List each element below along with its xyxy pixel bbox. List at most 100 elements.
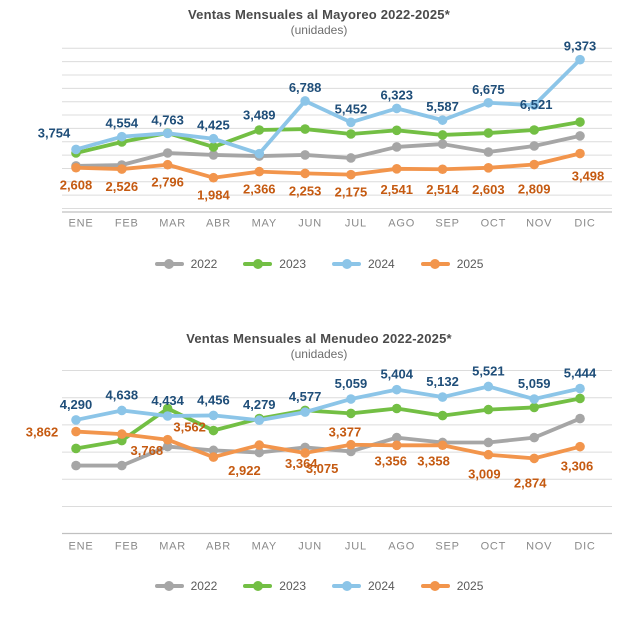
- x-tick-label: AGO: [388, 218, 415, 230]
- data-label-2025-DIC: 3,498: [572, 169, 605, 184]
- data-label-2024-JUL: 5,452: [335, 101, 368, 116]
- data-point-2025-SEP: [437, 164, 448, 175]
- legend-label: 2022: [190, 257, 218, 271]
- data-label-2025-JUN: 3,075: [306, 461, 339, 476]
- data-point-2022-OCT: [483, 437, 494, 448]
- chart2-title: Ventas Mensuales al Menudeo 2022-2025*: [186, 331, 452, 346]
- data-point-2025-ABR: [208, 452, 219, 462]
- data-point-2024-MAR: [162, 128, 173, 139]
- x-tick-label: OCT: [481, 541, 507, 553]
- data-point-2024-DIC: [575, 383, 585, 394]
- data-label-2025-NOV: 2,809: [518, 182, 551, 197]
- data-point-2025-AGO: [391, 440, 402, 451]
- data-point-2025-FEB: [117, 429, 127, 439]
- data-point-2024-FEB: [117, 131, 127, 142]
- legend-item-2023: 2023: [243, 579, 306, 593]
- data-point-2025-JUN: [300, 168, 310, 179]
- data-point-2023-AGO: [391, 125, 402, 136]
- data-label-2024-OCT: 6,675: [472, 82, 505, 97]
- x-tick-label: SEP: [435, 541, 459, 553]
- data-label-2025-ENE: 2,608: [60, 178, 93, 193]
- data-label-2025-JUN: 2,253: [289, 183, 322, 198]
- data-point-2025-FEB: [117, 164, 127, 174]
- series-line-2024: [74, 384, 582, 423]
- data-point-2024-MAR: [162, 411, 173, 421]
- data-label-2024-AGO: 5,404: [380, 367, 413, 382]
- chart1-subtitle: (unidades): [290, 23, 348, 37]
- x-tick-label: ENE: [68, 541, 93, 553]
- data-label-2024-JUL: 5,059: [335, 376, 368, 391]
- data-point-2025-JUL: [346, 439, 356, 450]
- data-point-2023-DIC: [575, 117, 585, 127]
- data-point-2022-ABR: [208, 150, 219, 160]
- data-point-2023-MAR: [162, 403, 173, 414]
- data-point-2022-AGO: [391, 432, 402, 443]
- x-tick-label: NOV: [526, 218, 552, 230]
- data-point-2022-ABR: [208, 445, 219, 456]
- data-point-2025-AGO: [391, 164, 402, 174]
- data-point-2025-ENE: [71, 426, 81, 437]
- data-label-2024-SEP: 5,587: [426, 99, 459, 114]
- data-point-2025-JUL: [346, 169, 356, 180]
- data-point-2022-MAR: [162, 148, 173, 158]
- data-point-2024-NOV: [529, 100, 539, 111]
- legend-label: 2024: [368, 579, 395, 593]
- data-point-2024-DIC: [575, 54, 585, 65]
- data-label-2024-MAR: 4,763: [151, 112, 184, 127]
- data-point-2025-MAR: [162, 159, 173, 170]
- x-tick-label: OCT: [481, 218, 507, 230]
- data-label-2025-JUL: 2,175: [335, 185, 368, 200]
- data-label-2025-FEB: 2,526: [106, 179, 139, 194]
- data-label-2024-ABR: 4,425: [197, 118, 230, 133]
- data-label-2025-NOV: 2,874: [514, 475, 547, 490]
- data-point-2022-DIC: [575, 131, 585, 141]
- data-point-2023-NOV: [529, 125, 539, 135]
- legend-marker-icon: [154, 259, 184, 269]
- legend-marker-icon: [420, 581, 450, 591]
- data-point-2022-SEP: [437, 139, 448, 149]
- legend-item-2024: 2024: [332, 257, 395, 271]
- data-label-2024-MAR: 4,434: [151, 393, 184, 408]
- data-label-2025-OCT: 3,009: [468, 467, 501, 482]
- legend-item-2024: 2024: [332, 579, 395, 593]
- data-point-2023-DIC: [575, 393, 585, 404]
- data-point-2025-NOV: [529, 453, 539, 464]
- data-label-2024-MAY: 3,489: [243, 108, 276, 123]
- data-point-2024-JUL: [346, 394, 356, 404]
- data-label-2024-JUN: 6,788: [289, 80, 322, 95]
- data-point-2025-ABR: [208, 172, 219, 183]
- data-point-2023-ABR: [208, 142, 219, 152]
- data-point-2023-AGO: [391, 403, 402, 414]
- data-point-2025-MAY: [254, 440, 265, 450]
- x-tick-label: FEB: [115, 541, 139, 553]
- legend-label: 2023: [279, 579, 306, 593]
- data-label-2025-SEP: 2,514: [426, 182, 459, 197]
- data-point-2025-OCT: [483, 163, 494, 173]
- data-point-2022-JUL: [346, 446, 356, 457]
- data-label-2024-DIC: 9,373: [564, 39, 597, 54]
- legend-label: 2022: [190, 579, 218, 593]
- data-label-2024-MAY: 4,279: [243, 397, 276, 412]
- data-point-2022-MAY: [254, 447, 265, 458]
- data-label-2025-AGO: 3,356: [374, 453, 407, 468]
- legend-marker-icon: [332, 259, 361, 269]
- x-tick-label: JUN: [298, 541, 322, 553]
- x-tick-label: MAY: [252, 541, 277, 553]
- x-tick-label: JUN: [298, 218, 322, 230]
- data-label-2024-NOV: 6,521: [520, 97, 553, 112]
- data-point-2024-SEP: [437, 115, 448, 125]
- x-tick-label: NOV: [526, 541, 552, 553]
- chart2-legend: 2022 2023 2024 2025: [0, 579, 638, 593]
- data-point-2022-ENE: [71, 460, 81, 471]
- data-point-2024-MAY: [254, 148, 265, 159]
- x-tick-label: FEB: [115, 218, 139, 230]
- data-point-2023-ABR: [208, 425, 219, 436]
- data-point-2024-ABR: [208, 410, 219, 421]
- x-tick-label: ENE: [68, 218, 93, 230]
- data-point-2024-JUL: [346, 117, 356, 128]
- data-point-2022-DIC: [575, 413, 585, 424]
- data-point-2024-AGO: [391, 384, 402, 395]
- legend-item-2022: 2022: [154, 579, 218, 593]
- data-point-2024-ENE: [71, 415, 81, 425]
